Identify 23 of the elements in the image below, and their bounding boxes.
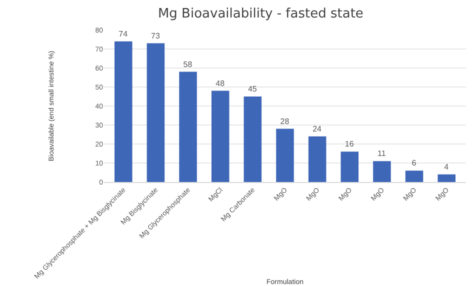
data-label: 28	[280, 116, 290, 126]
bar	[146, 43, 165, 182]
data-label: 16	[344, 140, 354, 149]
data-label: 4	[444, 162, 450, 172]
chart-title: Mg Bioavailability - fasted state	[158, 6, 364, 22]
data-label: 11	[378, 149, 386, 158]
bar	[211, 90, 230, 182]
data-label: 58	[183, 60, 193, 69]
bar	[179, 72, 197, 182]
data-label: 48	[216, 78, 226, 88]
bar	[340, 152, 359, 182]
bar	[438, 174, 456, 182]
data-label: 6	[412, 158, 417, 168]
bar	[114, 41, 132, 182]
data-label: 24	[312, 124, 322, 134]
data-label: 73	[150, 31, 160, 40]
bar	[244, 96, 262, 182]
data-label: 45	[248, 84, 258, 94]
data-label: 74	[118, 29, 128, 38]
bar	[276, 128, 294, 182]
bar	[308, 136, 326, 182]
bar	[405, 170, 424, 182]
bar	[373, 161, 391, 182]
